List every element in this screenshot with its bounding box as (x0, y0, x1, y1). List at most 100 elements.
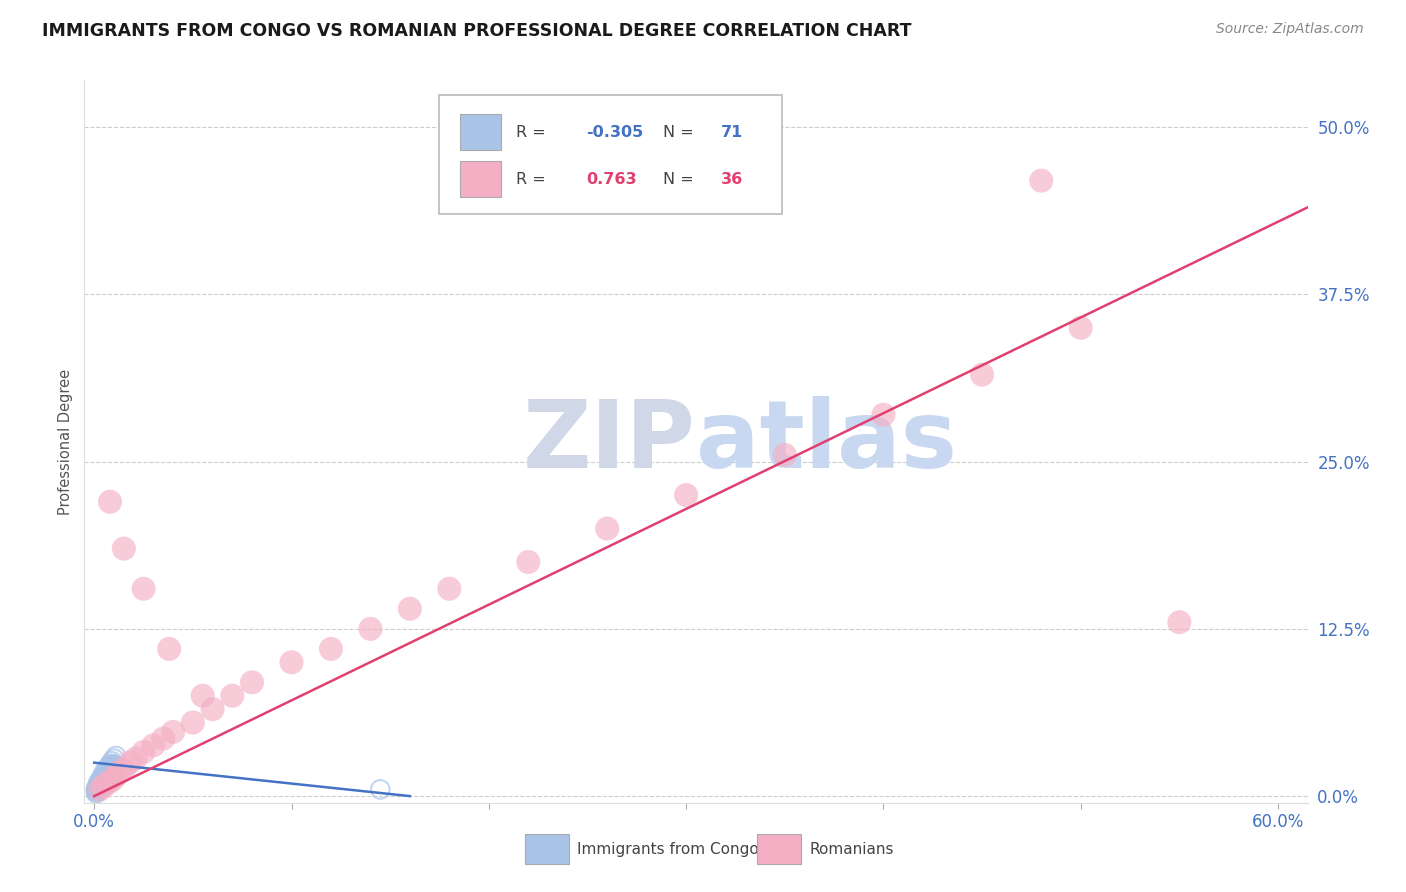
Point (91, 774, 114, 789)
Point (101, 761, 124, 775)
Point (87, 782, 110, 797)
Point (191, 689, 214, 703)
Point (89, 780, 111, 794)
Point (98, 764, 121, 778)
Point (91, 776, 114, 790)
Point (103, 758, 125, 772)
Point (91, 774, 114, 789)
Point (84, 781, 107, 796)
Point (87, 784, 110, 798)
Point (1168, 615, 1191, 630)
Point (112, 541, 135, 556)
Point (104, 769, 127, 783)
Point (98, 756, 121, 771)
Point (84, 787, 107, 801)
Point (368, 782, 391, 797)
Point (97, 766, 120, 780)
Point (108, 765, 131, 780)
Point (118, 756, 141, 770)
Point (98, 764, 121, 778)
Point (132, 582, 155, 596)
Text: N =: N = (664, 125, 693, 140)
Point (103, 762, 125, 776)
Point (84, 782, 107, 797)
Point (101, 755, 124, 769)
FancyBboxPatch shape (439, 95, 782, 214)
Text: R =: R = (516, 125, 546, 140)
Point (94, 771, 117, 785)
Point (970, 368, 993, 382)
Point (94, 772, 117, 788)
Point (91, 769, 114, 783)
Point (773, 448, 796, 462)
Point (101, 765, 124, 780)
Point (89, 776, 111, 790)
Bar (524, 834, 569, 864)
Point (93, 776, 115, 790)
Point (181, 715, 204, 730)
Bar (460, 114, 502, 151)
Point (221, 689, 243, 703)
Text: Romanians: Romanians (810, 841, 894, 856)
Y-axis label: Professional Degree: Professional Degree (58, 368, 73, 515)
Point (87, 780, 110, 794)
Point (596, 521, 619, 535)
Point (93, 771, 115, 785)
Point (319, 642, 342, 657)
Point (94, 767, 117, 781)
Text: Source: ZipAtlas.com: Source: ZipAtlas.com (1216, 22, 1364, 37)
Point (87, 778, 110, 793)
Point (97, 765, 120, 780)
Point (93, 778, 115, 793)
Text: IMMIGRANTS FROM CONGO VS ROMANIAN PROFESSIONAL DEGREE CORRELATION CHART: IMMIGRANTS FROM CONGO VS ROMANIAN PROFES… (42, 22, 911, 40)
Point (97, 766, 120, 780)
Point (201, 702, 224, 716)
Point (142, 739, 165, 753)
Point (89, 781, 111, 796)
Text: -0.305: -0.305 (586, 125, 643, 140)
Point (359, 622, 381, 636)
Point (103, 758, 125, 772)
Point (280, 655, 302, 669)
Point (97, 771, 120, 785)
Point (91, 772, 114, 788)
Point (98, 766, 121, 780)
Point (94, 769, 117, 783)
Text: ZIP: ZIP (523, 395, 696, 488)
Point (240, 675, 263, 690)
Point (97, 776, 120, 790)
Point (101, 762, 124, 776)
Text: 36: 36 (720, 172, 742, 186)
Point (98, 767, 121, 781)
Point (104, 749, 127, 764)
Point (101, 764, 124, 778)
Text: N =: N = (664, 172, 693, 186)
Point (91, 778, 114, 793)
Point (97, 760, 120, 774)
Point (97, 767, 120, 781)
Point (439, 582, 461, 596)
Point (103, 751, 125, 765)
Point (89, 777, 111, 791)
Point (93, 772, 115, 786)
Point (97, 769, 120, 783)
Text: Immigrants from Congo: Immigrants from Congo (578, 841, 759, 856)
Point (98, 762, 121, 776)
Point (98, 494, 121, 508)
Point (1031, 173, 1053, 188)
Point (93, 772, 115, 786)
Text: 0.763: 0.763 (586, 172, 637, 186)
Point (152, 731, 174, 746)
Point (87, 776, 110, 790)
Point (101, 760, 124, 774)
Point (103, 761, 125, 775)
Point (872, 408, 894, 422)
Point (91, 777, 114, 791)
Point (89, 782, 111, 797)
Point (84, 784, 107, 798)
Point (1070, 321, 1092, 335)
Point (675, 488, 697, 502)
Point (157, 642, 180, 657)
Point (93, 772, 115, 788)
Point (162, 724, 184, 739)
